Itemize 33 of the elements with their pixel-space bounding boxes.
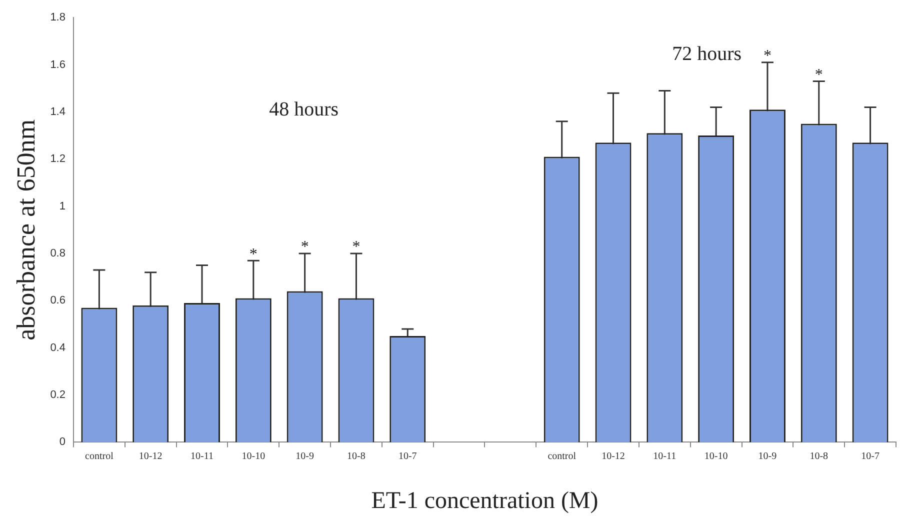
y-tick-label: 1.2 xyxy=(50,153,66,166)
y-axis-title: absorbance at 650nm xyxy=(11,119,40,340)
y-tick-label: 1.8 xyxy=(50,12,66,24)
x-tick-label: control xyxy=(548,450,576,462)
x-tick-label: 10-11 xyxy=(653,450,676,462)
data-label: * xyxy=(249,246,258,263)
annotation: 72 hours xyxy=(672,43,742,66)
x-tick-label: 10-10 xyxy=(704,450,728,462)
x-tick-label: control xyxy=(85,450,114,462)
data-label: * xyxy=(300,238,309,256)
y-tick-label: 0.4 xyxy=(50,342,66,354)
y-tick-label: 0.8 xyxy=(50,248,66,260)
y-tick-label: 1.4 xyxy=(50,106,66,118)
annotation: 48 hours xyxy=(269,98,339,120)
y-tick-label: 1.6 xyxy=(50,58,66,71)
x-tick-label: 10-8 xyxy=(347,450,366,462)
data-label: * xyxy=(814,66,823,84)
y-tick-label: 1 xyxy=(59,200,66,212)
x-tick-label: 10-12 xyxy=(138,450,162,462)
data-label: * xyxy=(763,48,772,65)
x-tick-label: 10-12 xyxy=(602,450,625,462)
y-tick-label: 0 xyxy=(59,436,66,448)
x-axis-title: ET-1 concentration (M) xyxy=(371,488,598,514)
y-tick-label: 0.6 xyxy=(50,294,66,307)
x-tick-label: 10-10 xyxy=(242,450,266,462)
x-tick-label: 10-9 xyxy=(296,450,314,462)
x-tick-label: 10-7 xyxy=(398,450,417,462)
x-tick-label: 10-11 xyxy=(190,450,214,462)
y-tick-label: 0.2 xyxy=(50,389,66,402)
x-tick-label: 10-8 xyxy=(810,450,828,462)
data-label: * xyxy=(352,238,360,256)
x-tick-label: 10-7 xyxy=(861,450,880,462)
x-tick-label: 10-9 xyxy=(758,450,777,462)
